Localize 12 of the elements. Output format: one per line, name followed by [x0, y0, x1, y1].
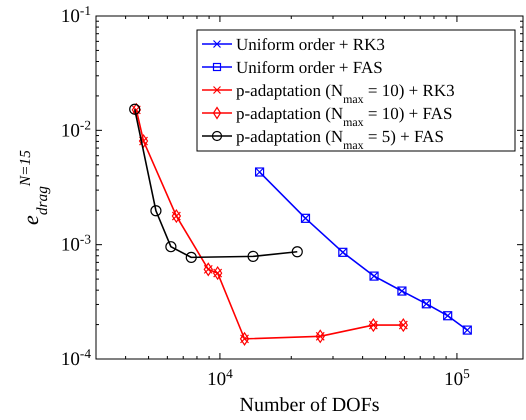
legend-label: Uniform order + RK3: [236, 35, 385, 54]
legend-label: Uniform order + FAS: [236, 58, 383, 77]
legend-label: p-adaptation (N$_{max}$ = 10) + FAS: [236, 104, 452, 129]
x-tick-label: 10$^{5}$: [444, 366, 470, 390]
y-tick-label: 10$^{-4}$: [60, 346, 92, 370]
y-tick-label: 10$^{-3}$: [60, 231, 92, 256]
y-tick-label: 10$^{-1}$: [60, 2, 91, 27]
legend-label: p-adaptation (N$_{max}$ = 10) + RK3: [236, 81, 455, 106]
x-axis-title: Number of DOFs: [240, 394, 380, 416]
legend-label: p-adaptation (N$_{max}$ = 5) + FAS: [236, 127, 444, 152]
y-tick-label: 10$^{-2}$: [60, 116, 91, 142]
x-tick-label: 10$^{4}$: [207, 366, 234, 390]
